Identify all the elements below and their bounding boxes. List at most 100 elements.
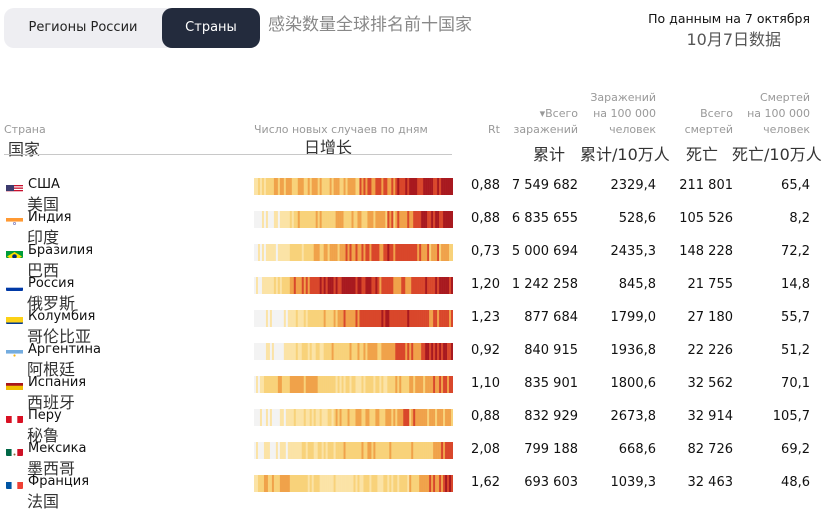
heat-cell bbox=[289, 343, 293, 360]
table-row[interactable]: Бразилия 巴西 0,73 5 000 694 2435,3 148 228 72,2 bbox=[0, 242, 834, 280]
heat-cell bbox=[259, 178, 263, 195]
heat-cell bbox=[263, 376, 267, 393]
heat-cell bbox=[285, 310, 289, 327]
heat-cell bbox=[389, 475, 392, 492]
heat-cell bbox=[355, 277, 358, 294]
daily-cases-heatbar[interactable] bbox=[254, 310, 453, 327]
rt-value: 2,08 bbox=[471, 442, 500, 457]
heat-cell bbox=[355, 475, 358, 492]
table-row[interactable]: Мексика 墨西哥 2,08 799 188 668,6 82 726 69,2 bbox=[0, 440, 834, 478]
heat-cell bbox=[395, 343, 398, 360]
heat-cell bbox=[351, 211, 354, 228]
daily-cases-heatbar[interactable] bbox=[254, 475, 453, 492]
heat-cell bbox=[419, 475, 422, 492]
col-header-total[interactable]: ▾Всего заражений bbox=[514, 106, 578, 138]
heat-cell bbox=[347, 277, 350, 294]
heat-cell bbox=[329, 409, 332, 426]
heat-cell bbox=[369, 442, 372, 459]
heat-cell bbox=[331, 277, 334, 294]
heat-cell bbox=[407, 211, 410, 228]
total-cases-value: 6 835 655 bbox=[511, 211, 578, 226]
heat-cell bbox=[449, 211, 452, 228]
heat-cell bbox=[347, 442, 350, 459]
table-row[interactable]: Перу 秘鲁 0,88 832 929 2673,8 32 914 105,7 bbox=[0, 407, 834, 445]
heat-cell bbox=[309, 178, 313, 195]
heat-cell bbox=[413, 244, 416, 261]
daily-cases-heatbar[interactable] bbox=[254, 178, 453, 195]
heat-cell bbox=[285, 277, 289, 294]
heat-cell bbox=[401, 211, 404, 228]
table-row[interactable]: Испания 西班牙 1,10 835 901 1800,6 32 562 70,1 bbox=[0, 374, 834, 412]
heat-cell bbox=[389, 277, 392, 294]
heat-cell bbox=[417, 310, 420, 327]
daily-cases-heatbar[interactable] bbox=[254, 211, 453, 228]
heat-cell bbox=[417, 277, 420, 294]
table-row[interactable]: Аргентина 阿根廷 0,92 840 915 1936,8 22 226 51,2 bbox=[0, 341, 834, 379]
heat-cell bbox=[259, 343, 263, 360]
heat-cell bbox=[271, 343, 275, 360]
heat-cell bbox=[443, 178, 446, 195]
heat-cell bbox=[361, 178, 364, 195]
daily-cases-heatbar[interactable] bbox=[254, 343, 453, 360]
heat-cell bbox=[429, 343, 432, 360]
heat-cell bbox=[423, 442, 426, 459]
heat-cell bbox=[313, 376, 316, 393]
daily-cases-heatbar[interactable] bbox=[254, 409, 453, 426]
table-row[interactable]: Индия 印度 0,88 6 835 655 528,6 105 526 8,2 bbox=[0, 209, 834, 247]
heat-cell bbox=[385, 376, 388, 393]
heat-cell bbox=[349, 475, 352, 492]
heat-cell bbox=[369, 244, 372, 261]
heat-cell bbox=[283, 211, 287, 228]
heat-cell bbox=[289, 475, 293, 492]
col-header-country[interactable]: Страна bbox=[4, 123, 46, 136]
col-header-country-zh: 国家 bbox=[8, 140, 41, 159]
country-name-zh: 美国 bbox=[27, 195, 60, 214]
cases-per100k-value: 1936,8 bbox=[610, 343, 657, 358]
heat-cell bbox=[265, 244, 269, 261]
heat-cell bbox=[391, 310, 394, 327]
heat-cell bbox=[435, 343, 438, 360]
heat-cell bbox=[417, 343, 420, 360]
heat-cell bbox=[265, 442, 269, 459]
heat-cell bbox=[395, 178, 398, 195]
heat-cell bbox=[315, 244, 318, 261]
table-row[interactable]: Франция 法国 1,62 693 603 1039,3 32 463 48,6 bbox=[0, 473, 834, 511]
heat-cell bbox=[287, 343, 291, 360]
heat-cell bbox=[359, 475, 362, 492]
daily-cases-heatbar[interactable] bbox=[254, 277, 453, 294]
tab-russia-regions[interactable]: Регионы России bbox=[28, 20, 138, 35]
heat-cell bbox=[275, 178, 279, 195]
daily-cases-heatbar[interactable] bbox=[254, 376, 453, 393]
heat-cell bbox=[445, 178, 448, 195]
heat-cell bbox=[329, 343, 332, 360]
heat-cell bbox=[391, 244, 394, 261]
heat-cell bbox=[265, 409, 269, 426]
col-header-per100k[interactable]: Заражений на 100 000 человек bbox=[590, 90, 656, 138]
heat-cell bbox=[305, 475, 309, 492]
daily-cases-heatbar[interactable] bbox=[254, 442, 453, 459]
heat-cell bbox=[279, 211, 283, 228]
col-header-total-zh: 累计 bbox=[533, 145, 566, 164]
heat-cell bbox=[319, 343, 322, 360]
heat-cell bbox=[267, 442, 271, 459]
heat-cell bbox=[373, 244, 376, 261]
heat-cell bbox=[271, 475, 275, 492]
col-header-rt[interactable]: Rt bbox=[488, 123, 500, 136]
heat-cell bbox=[265, 211, 269, 228]
heat-cell bbox=[295, 475, 299, 492]
table-row[interactable]: Россия 俄罗斯 1,20 1 242 258 845,8 21 755 14,8 bbox=[0, 275, 834, 313]
heat-cell bbox=[381, 211, 384, 228]
table-row[interactable]: США 美国 0,88 7 549 682 2329,4 211 801 65,4 bbox=[0, 176, 834, 214]
heat-cell bbox=[411, 178, 414, 195]
heat-cell bbox=[327, 376, 330, 393]
col-header-deaths[interactable]: Всего смертей bbox=[685, 106, 733, 138]
col-header-deaths100k[interactable]: Смертей на 100 000 человек bbox=[747, 90, 810, 138]
daily-cases-heatbar[interactable] bbox=[254, 244, 453, 261]
heat-cell bbox=[443, 244, 446, 261]
heat-cell bbox=[315, 277, 318, 294]
tab-countries[interactable]: Страны bbox=[162, 8, 260, 48]
table-row[interactable]: Колумбия 哥伦比亚 1,23 877 684 1799,0 27 180 55,7 bbox=[0, 308, 834, 346]
us-flag-icon bbox=[6, 181, 23, 192]
heat-cell bbox=[449, 409, 452, 426]
heat-cell bbox=[341, 409, 344, 426]
